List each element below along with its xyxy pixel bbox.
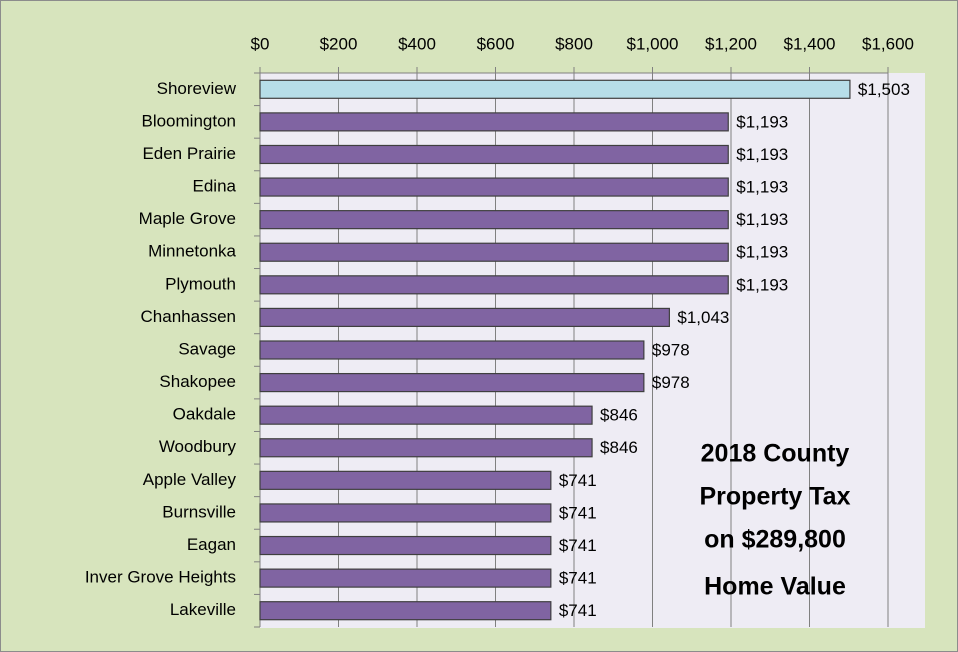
y-tick-label: Eden Prairie	[142, 144, 236, 163]
bar	[259, 112, 729, 132]
annotation: Property Tax	[700, 483, 851, 511]
x-tick-label: $200	[320, 34, 358, 53]
annotation: on $289,800	[704, 526, 846, 554]
data-label: $1,193	[736, 145, 788, 164]
data-label: $741	[559, 503, 597, 522]
data-label: $846	[600, 438, 638, 457]
bar	[259, 242, 729, 262]
bar	[259, 307, 670, 328]
annotation: 2018 County	[701, 440, 850, 468]
annotation: Home Value	[704, 573, 846, 601]
y-tick-label: Shakopee	[159, 372, 236, 391]
bar	[259, 470, 552, 490]
y-tick-label: Savage	[178, 339, 236, 358]
y-tick-label: Oakdale	[173, 405, 236, 424]
y-tick-label: Eagan	[187, 535, 236, 554]
y-tick-label: Maple Grove	[139, 209, 236, 228]
y-tick-label: Burnsville	[162, 502, 236, 521]
y-tick-label: Inver Grove Heights	[85, 568, 236, 587]
bar	[259, 210, 729, 230]
bar	[259, 144, 729, 165]
data-label: $1,043	[677, 308, 729, 327]
y-tick-label: Shoreview	[157, 79, 237, 98]
data-label: $1,193	[736, 243, 788, 262]
bar	[259, 568, 552, 588]
bar	[259, 535, 552, 556]
data-label: $846	[600, 406, 638, 425]
data-label: $741	[559, 601, 597, 620]
y-tick-label: Woodbury	[159, 437, 237, 456]
x-tick-label: $1,600	[862, 34, 914, 53]
y-tick-label: Minnetonka	[148, 242, 236, 261]
bar	[259, 79, 851, 99]
data-label: $1,193	[736, 275, 788, 294]
x-tick-label: $800	[555, 34, 593, 53]
bar	[259, 372, 645, 393]
y-tick-label: Chanhassen	[141, 307, 236, 326]
data-label: $741	[559, 569, 597, 588]
data-label: $978	[652, 340, 690, 359]
x-tick-label: $1,200	[705, 34, 757, 53]
data-label: $741	[559, 471, 597, 490]
y-tick-label: Plymouth	[165, 274, 236, 293]
bar	[259, 601, 552, 621]
x-tick-label: $1,000	[627, 34, 679, 53]
bar	[259, 438, 593, 458]
y-tick-label: Bloomington	[141, 111, 236, 130]
y-tick-label: Apple Valley	[143, 470, 237, 489]
x-tick-label: $1,400	[784, 34, 836, 53]
data-label: $1,193	[736, 210, 788, 229]
x-tick-label: $600	[477, 34, 515, 53]
x-tick-label: $0	[251, 34, 270, 53]
bar	[259, 405, 593, 425]
data-label: $978	[652, 373, 690, 392]
y-tick-label: Lakeville	[170, 600, 236, 619]
data-label: $1,503	[858, 80, 910, 99]
bar	[259, 177, 729, 197]
data-label: $1,193	[736, 112, 788, 131]
y-tick-label: Edina	[193, 177, 237, 196]
bar	[259, 275, 729, 295]
x-tick-label: $400	[398, 34, 436, 53]
bar	[259, 503, 552, 523]
data-label: $741	[559, 536, 597, 555]
bar	[259, 340, 645, 360]
data-label: $1,193	[736, 178, 788, 197]
